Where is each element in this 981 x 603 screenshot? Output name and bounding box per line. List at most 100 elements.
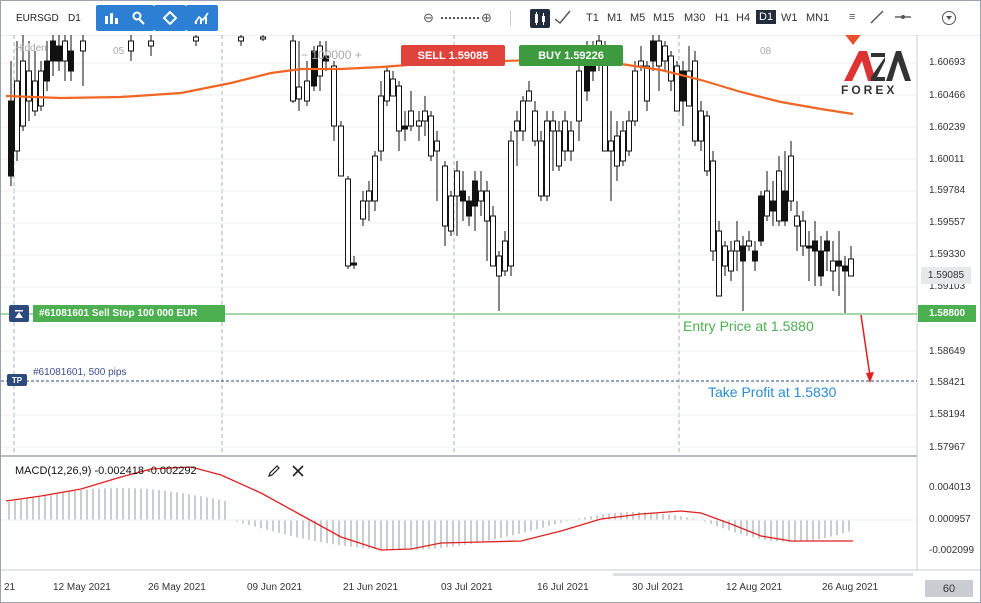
candle-body	[656, 40, 662, 67]
indicators-button[interactable]	[186, 5, 218, 31]
timeframe-d1[interactable]: D1	[756, 10, 777, 24]
candle-body	[460, 190, 466, 202]
candle-body	[602, 50, 608, 152]
price-tick: 1.59784	[929, 185, 966, 196]
time-tick: 26 May 2021	[148, 582, 206, 593]
buy-button[interactable]: BUY 1.59226	[519, 45, 623, 66]
candle-body	[776, 170, 782, 222]
timeframe-m15[interactable]: M15	[653, 12, 675, 24]
candle-body	[68, 50, 74, 72]
candle-body	[50, 40, 56, 62]
candle-body	[323, 55, 329, 62]
time-tick: 21 Jun 2021	[343, 582, 399, 593]
candle-body	[26, 70, 32, 102]
timeframe-t1[interactable]: T1	[586, 12, 599, 24]
sell-stop-tag[interactable]	[9, 305, 29, 322]
line-chart-icon[interactable]	[554, 9, 572, 28]
zoom-slider[interactable]	[441, 17, 479, 21]
candle-body	[193, 36, 199, 42]
timeframe-h1[interactable]: H1	[715, 12, 730, 24]
candle-body	[360, 200, 366, 220]
candle-body	[260, 36, 266, 40]
take-profit-tag[interactable]: TP	[7, 374, 27, 386]
take-profit-order-text: #61081601, 500 pips	[33, 367, 127, 378]
candle-body	[770, 200, 776, 212]
candle-body	[830, 260, 836, 272]
horizontal-scrollbar[interactable]	[613, 573, 913, 576]
draw-tool-button[interactable]	[122, 5, 154, 31]
timeframe-m1[interactable]: M1	[607, 12, 623, 24]
settings-dropdown-icon[interactable]	[941, 10, 957, 29]
cursor-draw-icon	[132, 11, 145, 25]
candle-body	[734, 240, 740, 252]
pending-order-label[interactable]: #61081601 Sell Stop 100 000 EUR	[33, 305, 225, 322]
moving-average-line	[5, 57, 854, 116]
macd-signal-line	[5, 466, 853, 551]
candle-body	[794, 215, 800, 227]
price-tick: 1.60693	[929, 57, 966, 68]
candle-body	[614, 135, 620, 167]
candle-body	[680, 70, 686, 102]
aza-logo-mark	[844, 51, 911, 81]
time-tick: 21	[4, 582, 16, 593]
candle-body	[434, 140, 440, 152]
candle-body	[402, 125, 408, 130]
trendline-icon[interactable]	[870, 10, 884, 27]
price-tick: 1.57967	[929, 442, 966, 453]
macd-tick: -0.002099	[929, 545, 975, 556]
close-indicator-icon[interactable]	[291, 464, 305, 483]
candle-body	[698, 110, 704, 142]
candle-body	[650, 40, 656, 62]
zoom-level-select[interactable]: 60	[925, 580, 973, 597]
candle-body	[800, 220, 806, 247]
candle-body	[532, 110, 538, 142]
timeframe-m30[interactable]: M30	[684, 12, 706, 24]
timeframe-mn1[interactable]: MN1	[806, 12, 830, 24]
candle-body	[662, 45, 668, 62]
candles-view-button[interactable]	[530, 9, 550, 28]
candle-body	[576, 70, 582, 122]
candle-body	[568, 130, 574, 152]
candle-body	[728, 250, 734, 272]
candle-body	[390, 78, 396, 97]
candle-body	[710, 160, 716, 252]
candle-body	[848, 258, 854, 277]
candle-body	[824, 240, 830, 252]
price-tick: 1.58649	[929, 346, 966, 357]
edit-indicator-icon[interactable]	[267, 464, 281, 483]
candle-body	[520, 100, 526, 132]
candle-body	[638, 60, 644, 67]
shapes-button[interactable]	[154, 5, 186, 31]
candle-body	[56, 45, 62, 62]
candlestick-icon	[535, 12, 545, 25]
timeframe-m5[interactable]: M5	[630, 12, 646, 24]
candle-body	[366, 190, 372, 202]
candle-body	[378, 95, 384, 152]
horizontal-line-icon[interactable]	[894, 10, 912, 27]
sell-stop-icon	[15, 309, 23, 318]
period-label[interactable]: D1	[68, 13, 81, 24]
candle-body	[317, 45, 323, 77]
price-tick: 1.58421	[929, 377, 966, 388]
zoom-out-icon[interactable]: ⊖	[423, 10, 434, 25]
quantity-input[interactable]: − 100000 +	[301, 48, 362, 62]
price-tick: 1.60239	[929, 122, 966, 133]
candle-body	[686, 70, 692, 107]
candle-body	[704, 115, 710, 172]
time-tick: 09 Jun 2021	[247, 582, 303, 593]
price-tick: 1.60466	[929, 90, 966, 101]
sell-button[interactable]: SELL 1.59085	[401, 45, 505, 66]
fibonacci-icon[interactable]: ≡	[849, 11, 856, 23]
timeframe-w1[interactable]: W1	[781, 12, 798, 24]
price-tick: 1.58194	[929, 409, 966, 420]
zoom-value: 60	[942, 582, 956, 595]
timeframe-h4[interactable]: H4	[736, 12, 751, 24]
symbol-label[interactable]: EURSGD	[16, 13, 59, 24]
candle-body	[422, 110, 428, 122]
candle-body	[764, 190, 770, 217]
candle-body	[502, 240, 508, 272]
candle-body	[238, 36, 244, 42]
zoom-in-icon[interactable]: ⊕	[481, 10, 492, 25]
time-tick: 30 Jul 2021	[632, 582, 684, 593]
